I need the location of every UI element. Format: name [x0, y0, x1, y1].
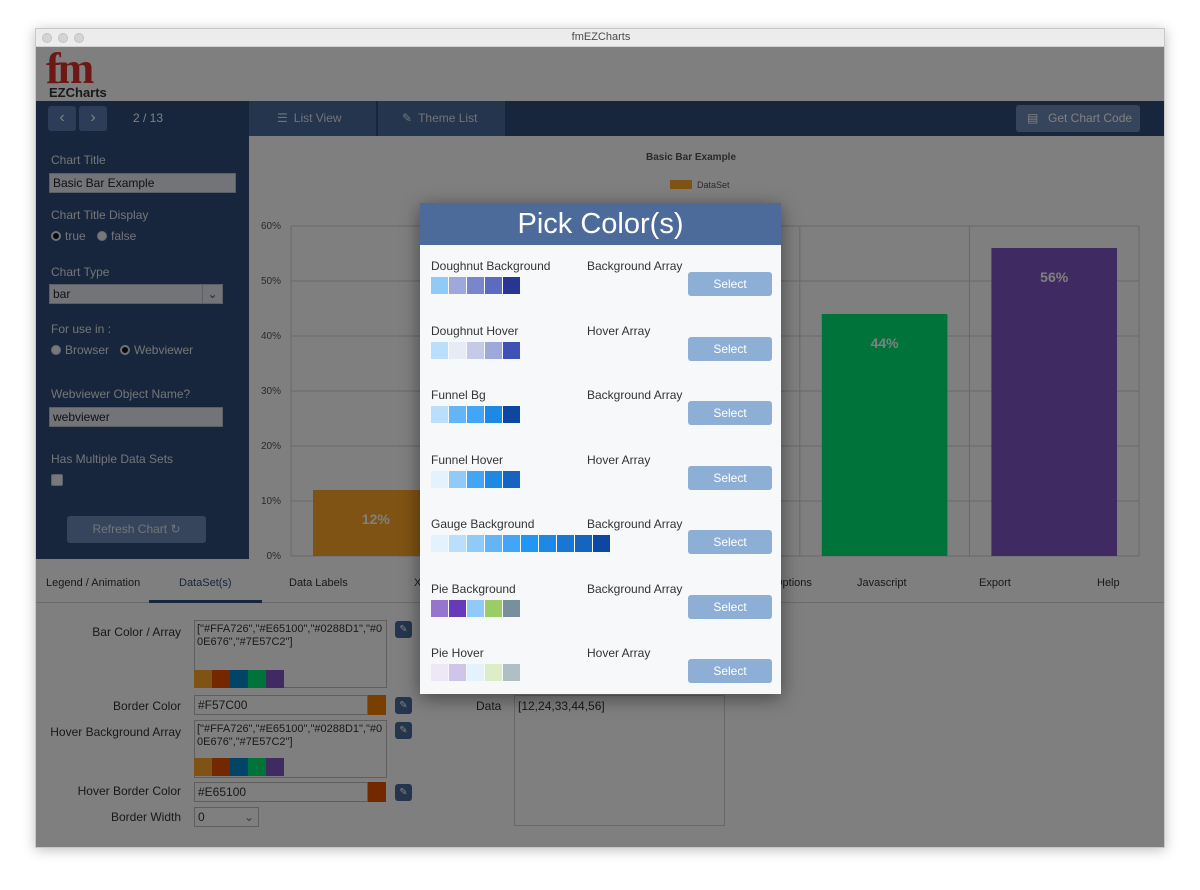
swatch [449, 406, 466, 423]
minimize-window-button[interactable] [58, 33, 68, 43]
swatch [485, 599, 502, 617]
swatch [449, 277, 466, 294]
zoom-window-button[interactable] [74, 33, 84, 43]
swatch [521, 535, 538, 552]
array-type-label: Background Array [587, 259, 683, 273]
color-set-name: Doughnut Background [431, 259, 551, 273]
swatch [503, 470, 520, 488]
swatch [485, 341, 502, 359]
select-button[interactable]: Select [688, 465, 772, 490]
swatch [467, 470, 484, 488]
color-set-row: Doughnut Background Background Array Selec… [420, 259, 781, 323]
color-swatches [431, 664, 521, 681]
color-set-row: Pie Background Background Array Select [420, 582, 781, 646]
swatch [449, 341, 466, 359]
select-button[interactable]: Select [688, 659, 772, 683]
swatch [485, 406, 502, 423]
swatch [503, 599, 520, 617]
color-swatches [431, 599, 521, 617]
swatch [449, 535, 466, 552]
array-type-label: Hover Array [587, 452, 651, 467]
array-type-label: Background Array [587, 581, 683, 596]
select-button[interactable]: Select [688, 594, 772, 619]
color-swatches [431, 470, 521, 488]
color-set-name: Pie Background [431, 581, 516, 596]
select-button[interactable]: Select [688, 272, 772, 296]
swatch [431, 277, 448, 294]
select-button[interactable]: Select [688, 401, 772, 425]
array-type-label: Hover Array [587, 323, 651, 338]
dialog-title: Pick Color(s) [420, 203, 781, 245]
swatch [467, 664, 484, 681]
swatch [431, 406, 448, 423]
window-titlebar: fmEZCharts [36, 29, 1164, 47]
swatch [485, 277, 502, 294]
color-set-name: Funnel Hover [431, 452, 504, 467]
app-window: fmEZCharts fm EZCharts ‹ › 2 / 13 ☰List … [35, 28, 1165, 848]
swatch [557, 535, 574, 552]
swatch [467, 599, 484, 617]
array-type-label: Background Array [587, 388, 683, 402]
color-swatches [431, 341, 521, 359]
color-set-name: Gauge Background [431, 517, 535, 531]
swatch [431, 470, 448, 488]
color-set-row: Funnel Bg Background Array Select [420, 388, 781, 452]
select-button[interactable]: Select [688, 530, 772, 554]
color-set-row: Funnel Hover Hover Array Select [420, 453, 781, 517]
swatch [431, 664, 448, 681]
select-button[interactable]: Select [688, 336, 772, 361]
swatch [485, 535, 502, 552]
array-type-label: Hover Array [587, 646, 651, 660]
swatch [503, 664, 520, 681]
swatch [485, 470, 502, 488]
color-set-name: Pie Hover [431, 646, 484, 660]
window-title: fmEZCharts [571, 31, 631, 43]
swatch [431, 535, 448, 552]
color-set-row: Gauge Background Background Array Select [420, 517, 781, 581]
swatch [467, 535, 484, 552]
array-type-label: Background Array [587, 517, 683, 531]
swatch [575, 535, 592, 552]
swatch [467, 277, 484, 294]
swatch [593, 535, 610, 552]
color-set-name: Doughnut Hover [431, 323, 519, 338]
swatch [449, 599, 466, 617]
swatch [503, 406, 520, 423]
color-swatches [431, 535, 611, 552]
close-window-button[interactable] [42, 33, 52, 43]
swatch [485, 664, 502, 681]
swatch [467, 406, 484, 423]
swatch [449, 664, 466, 681]
pick-colors-dialog: Pick Color(s) Doughnut Background Backgro… [420, 203, 781, 694]
color-swatches [431, 277, 521, 294]
swatch [467, 341, 484, 359]
swatch [503, 341, 520, 359]
swatch [449, 470, 466, 488]
color-set-row: Doughnut Hover Hover Array Select [420, 324, 781, 388]
color-set-name: Funnel Bg [431, 388, 486, 402]
swatch [503, 277, 520, 294]
swatch [503, 535, 520, 552]
swatch [539, 535, 556, 552]
color-set-row: Pie Hover Hover Array Select [420, 646, 781, 710]
swatch [431, 599, 448, 617]
swatch [431, 341, 448, 359]
color-swatches [431, 406, 521, 423]
